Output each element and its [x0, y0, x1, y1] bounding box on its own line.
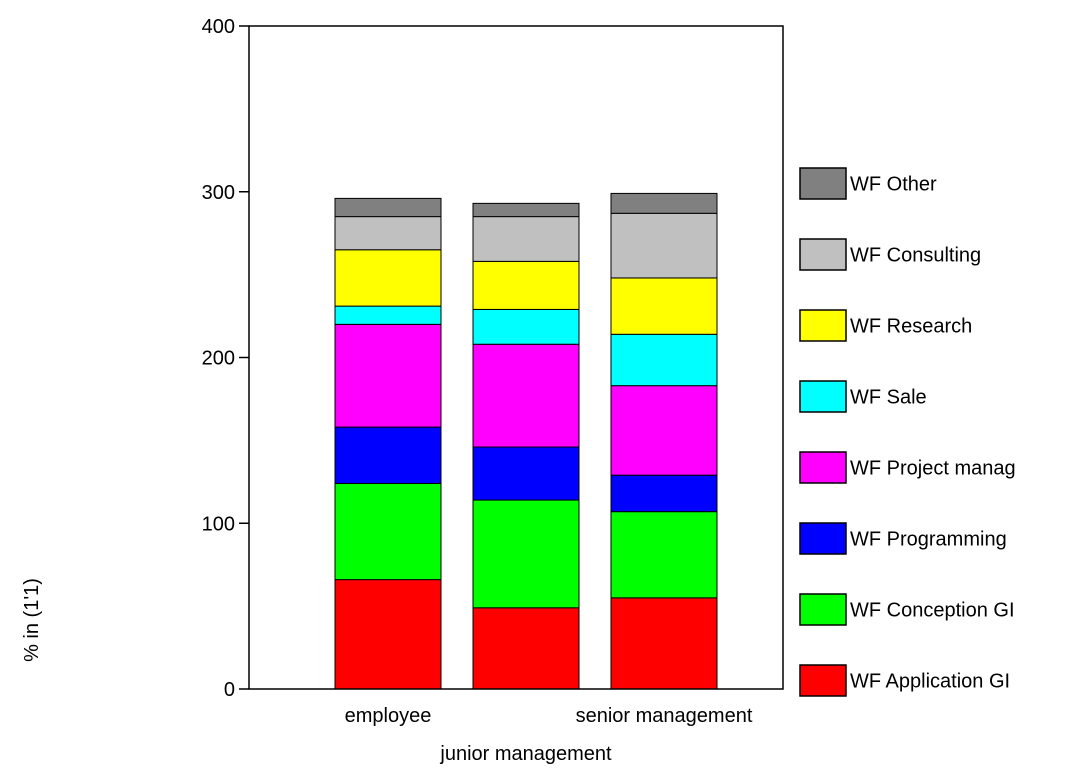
- legend-label: WF Sale: [850, 387, 927, 409]
- legend-label: WF Conception GI: [850, 600, 1015, 622]
- legend-label: WF Programming: [850, 529, 1007, 551]
- y-tick-label: 300: [202, 182, 235, 204]
- bar-segment: [610, 511, 718, 599]
- y-axis-label: % in (1'1): [21, 578, 43, 662]
- bar-segment: [472, 260, 580, 310]
- bar-segment: [472, 308, 580, 345]
- legend-swatch: [799, 309, 847, 342]
- bar-segment: [472, 202, 580, 218]
- bar-segment: [472, 216, 580, 262]
- bar-segment: [610, 385, 718, 476]
- legend-label: WF Application GI: [850, 671, 1010, 693]
- legend-label: WF Project manag: [850, 458, 1016, 480]
- legend-swatch: [799, 167, 847, 200]
- bar-segment: [334, 197, 442, 218]
- bar-segment: [334, 426, 442, 484]
- x-tick-label: senior management: [576, 705, 753, 727]
- bar-segment: [334, 216, 442, 251]
- axis-layer: 0 100 200 300 400 % in (1'1) employee junior ma…: [21, 16, 784, 765]
- legend-swatch: [799, 664, 847, 697]
- legend-swatch: [799, 238, 847, 271]
- bar-segment: [334, 482, 442, 581]
- legend-swatch: [799, 522, 847, 555]
- bar-segment: [472, 446, 580, 501]
- plot-layer: [334, 192, 718, 690]
- bar-segment: [472, 607, 580, 690]
- legend: WF Other WF Consulting WF Research WF Sale W…: [799, 167, 1016, 697]
- legend-label: WF Consulting: [850, 245, 981, 267]
- bar-segment: [610, 333, 718, 387]
- bar-segment: [610, 597, 718, 690]
- y-tick-label: 200: [202, 348, 235, 370]
- bar-segment: [472, 343, 580, 448]
- bar-segment: [334, 323, 442, 428]
- bar-segment: [610, 212, 718, 279]
- legend-label: WF Research: [850, 316, 972, 338]
- bar-segment: [334, 305, 442, 325]
- y-tick-label: 100: [202, 513, 235, 535]
- bar-segment: [610, 192, 718, 214]
- bar-segment: [610, 474, 718, 513]
- x-tick-label: junior management: [439, 743, 612, 765]
- y-tick-label: 0: [224, 679, 235, 701]
- legend-swatch: [799, 380, 847, 413]
- legend-swatch: [799, 451, 847, 484]
- y-tick-label: 400: [202, 16, 235, 38]
- x-tick-label: employee: [345, 705, 432, 727]
- bar-segment: [472, 499, 580, 609]
- legend-label: WF Other: [850, 174, 937, 196]
- bar-segment: [334, 249, 442, 307]
- bar-segment: [610, 277, 718, 335]
- bar-segment: [334, 579, 442, 690]
- legend-swatch: [799, 593, 847, 626]
